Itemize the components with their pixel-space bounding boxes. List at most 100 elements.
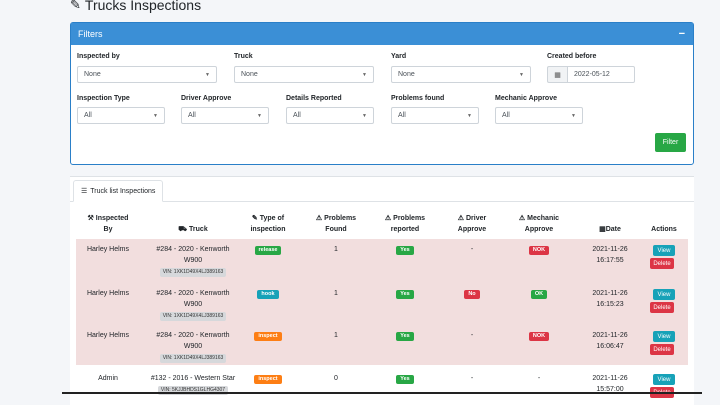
truck-model: W900 — [183, 257, 203, 264]
details-reported-label: Details Reported — [286, 95, 342, 102]
mechanic-approve-select[interactable]: All ▼ — [495, 107, 583, 124]
type-cell: release — [238, 244, 298, 255]
driver-approve-label: Driver Approve — [181, 95, 232, 102]
reported-cell: Yes — [375, 288, 435, 299]
time-value: 16:17:55 — [596, 257, 624, 264]
details-reported-value: All — [293, 112, 301, 119]
inspected-by-select[interactable]: None ▼ — [77, 66, 217, 83]
inspected-by-cell: Admin — [98, 375, 118, 382]
inspection-type-label: Inspection Type — [77, 95, 130, 102]
truck-name: #132 - 2016 - Western Star — [150, 375, 236, 382]
col-problems-reported-l2: reported — [390, 226, 420, 233]
table-row: Harley Helms #284 - 2020 - Kenworth W900… — [76, 239, 688, 281]
inspected-by-cell: Harley Helms — [86, 246, 129, 253]
view-button[interactable]: View — [653, 374, 675, 385]
problems-found-cell: 1 — [334, 332, 338, 339]
driver-badge: No — [464, 290, 480, 299]
reported-badge: Yes — [396, 332, 414, 341]
problems-found-cell: 1 — [334, 246, 338, 253]
date-value: 2021-11-26 — [592, 332, 628, 339]
truck-value: None — [241, 71, 258, 78]
col-type[interactable]: ✎ Type of inspection — [238, 213, 298, 235]
problems-found-select[interactable]: All ▼ — [391, 107, 479, 124]
mechanic-badge: OK — [530, 290, 548, 299]
col-mechanic-approve[interactable]: ⚠ Mechanic Approve — [506, 213, 572, 235]
mechanic-approve-cell: NOK — [506, 330, 572, 341]
details-reported-select[interactable]: All ▼ — [286, 107, 374, 124]
delete-button[interactable]: Delete — [650, 258, 674, 269]
type-cell: inspect — [238, 330, 298, 341]
view-button[interactable]: View — [653, 331, 675, 342]
tab-truck-list-inspections[interactable]: ☰ Truck list Inspections — [73, 180, 164, 202]
created-before-field[interactable]: ▦ 2022-05-12 — [547, 66, 635, 83]
created-before-label: Created before — [547, 53, 597, 60]
truck-model: W900 — [183, 301, 203, 308]
type-badge: inspect — [254, 375, 282, 384]
inspection-type-select[interactable]: All ▼ — [77, 107, 165, 124]
tab-label: Truck list Inspections — [90, 187, 156, 195]
filters-header[interactable]: Filters − — [71, 23, 693, 45]
warning-icon: ⚠ — [384, 215, 392, 222]
view-button[interactable]: View — [653, 245, 675, 256]
col-actions-label: Actions — [651, 226, 677, 233]
bottom-divider — [62, 392, 702, 394]
truck-select[interactable]: None ▼ — [234, 66, 374, 83]
delete-button[interactable]: Delete — [650, 302, 674, 313]
list-icon: ☰ — [81, 188, 88, 195]
truck-name: #284 - 2020 - Kenworth — [156, 290, 230, 297]
type-badge: inspect — [254, 332, 282, 341]
col-problems-found-l2: Found — [325, 226, 347, 233]
inspected-by-label: Inspected by — [77, 53, 120, 60]
col-mechanic-approve-l1: Mechanic — [527, 215, 560, 222]
warning-icon: ⚠ — [518, 215, 526, 222]
vin-badge: VIN: 1XK1D49X4LJ389163 — [159, 268, 227, 277]
type-badge: release — [254, 246, 282, 255]
reported-cell: Yes — [375, 330, 435, 341]
col-driver-approve[interactable]: ⚠ Driver Approve — [442, 213, 502, 235]
reported-cell: Yes — [375, 373, 435, 384]
truck-cell[interactable]: #284 - 2020 - Kenworth W900 VIN: 1XK1D49… — [148, 244, 238, 277]
col-inspected-by[interactable]: ⚒ Inspected By — [78, 213, 138, 235]
truck-name: #284 - 2020 - Kenworth — [156, 332, 230, 339]
truck-cell[interactable]: #284 - 2020 - Kenworth W900 VIN: 1XK1D49… — [148, 288, 238, 321]
truck-cell[interactable]: #284 - 2020 - Kenworth W900 VIN: 1XK1D49… — [148, 330, 238, 363]
chevron-down-icon: ▼ — [205, 72, 210, 78]
driver-approve-cell: - — [470, 332, 474, 339]
col-driver-approve-l2: Approve — [457, 226, 487, 233]
driver-approve-cell: No — [442, 288, 502, 299]
chevron-down-icon: ▼ — [519, 72, 524, 78]
mechanic-badge: NOK — [528, 246, 550, 255]
time-value: 16:15:23 — [596, 301, 624, 308]
reported-badge: Yes — [396, 375, 414, 384]
view-button[interactable]: View — [653, 289, 675, 300]
col-truck[interactable]: ⛟ Truck — [148, 224, 238, 235]
tab-bar: ☰ Truck list Inspections — [70, 177, 694, 202]
reported-badge: Yes — [396, 290, 414, 299]
collapse-icon[interactable]: − — [678, 28, 685, 40]
col-driver-approve-l1: Driver — [466, 215, 487, 222]
mechanic-approve-value: All — [502, 112, 510, 119]
created-before-input[interactable]: 2022-05-12 — [567, 66, 635, 83]
driver-approve-cell: - — [470, 246, 474, 253]
table-row: Admin #132 - 2016 - Western Star VIN: 5K… — [76, 367, 688, 405]
col-problems-reported[interactable]: ⚠ Problems reported — [375, 213, 435, 235]
edit-icon: ✎ — [251, 215, 258, 222]
truck-name: #284 - 2020 - Kenworth — [156, 246, 230, 253]
col-problems-found[interactable]: ⚠ Problems Found — [306, 213, 366, 235]
yard-label: Yard — [391, 53, 407, 60]
yard-select[interactable]: None ▼ — [391, 66, 531, 83]
date-cell: 2021-11-26 15:57:00 — [582, 373, 638, 395]
chevron-down-icon: ▼ — [362, 72, 367, 78]
yard-value: None — [398, 71, 415, 78]
driver-approve-select[interactable]: All ▼ — [181, 107, 269, 124]
truck-icon: ⛟ — [178, 226, 188, 233]
col-date[interactable]: ▦Date — [582, 224, 638, 235]
delete-button[interactable]: Delete — [650, 344, 674, 355]
filters-panel: Filters − Inspected by None ▼ Truck None ▼… — [70, 22, 694, 165]
truck-cell[interactable]: #132 - 2016 - Western Star VIN: 5KJJBHDS… — [148, 373, 238, 395]
gavel-icon: ⚒ — [87, 215, 94, 222]
col-truck-label: Truck — [189, 226, 208, 233]
calendar-icon[interactable]: ▦ — [547, 66, 567, 83]
filter-button[interactable]: Filter — [655, 133, 686, 152]
